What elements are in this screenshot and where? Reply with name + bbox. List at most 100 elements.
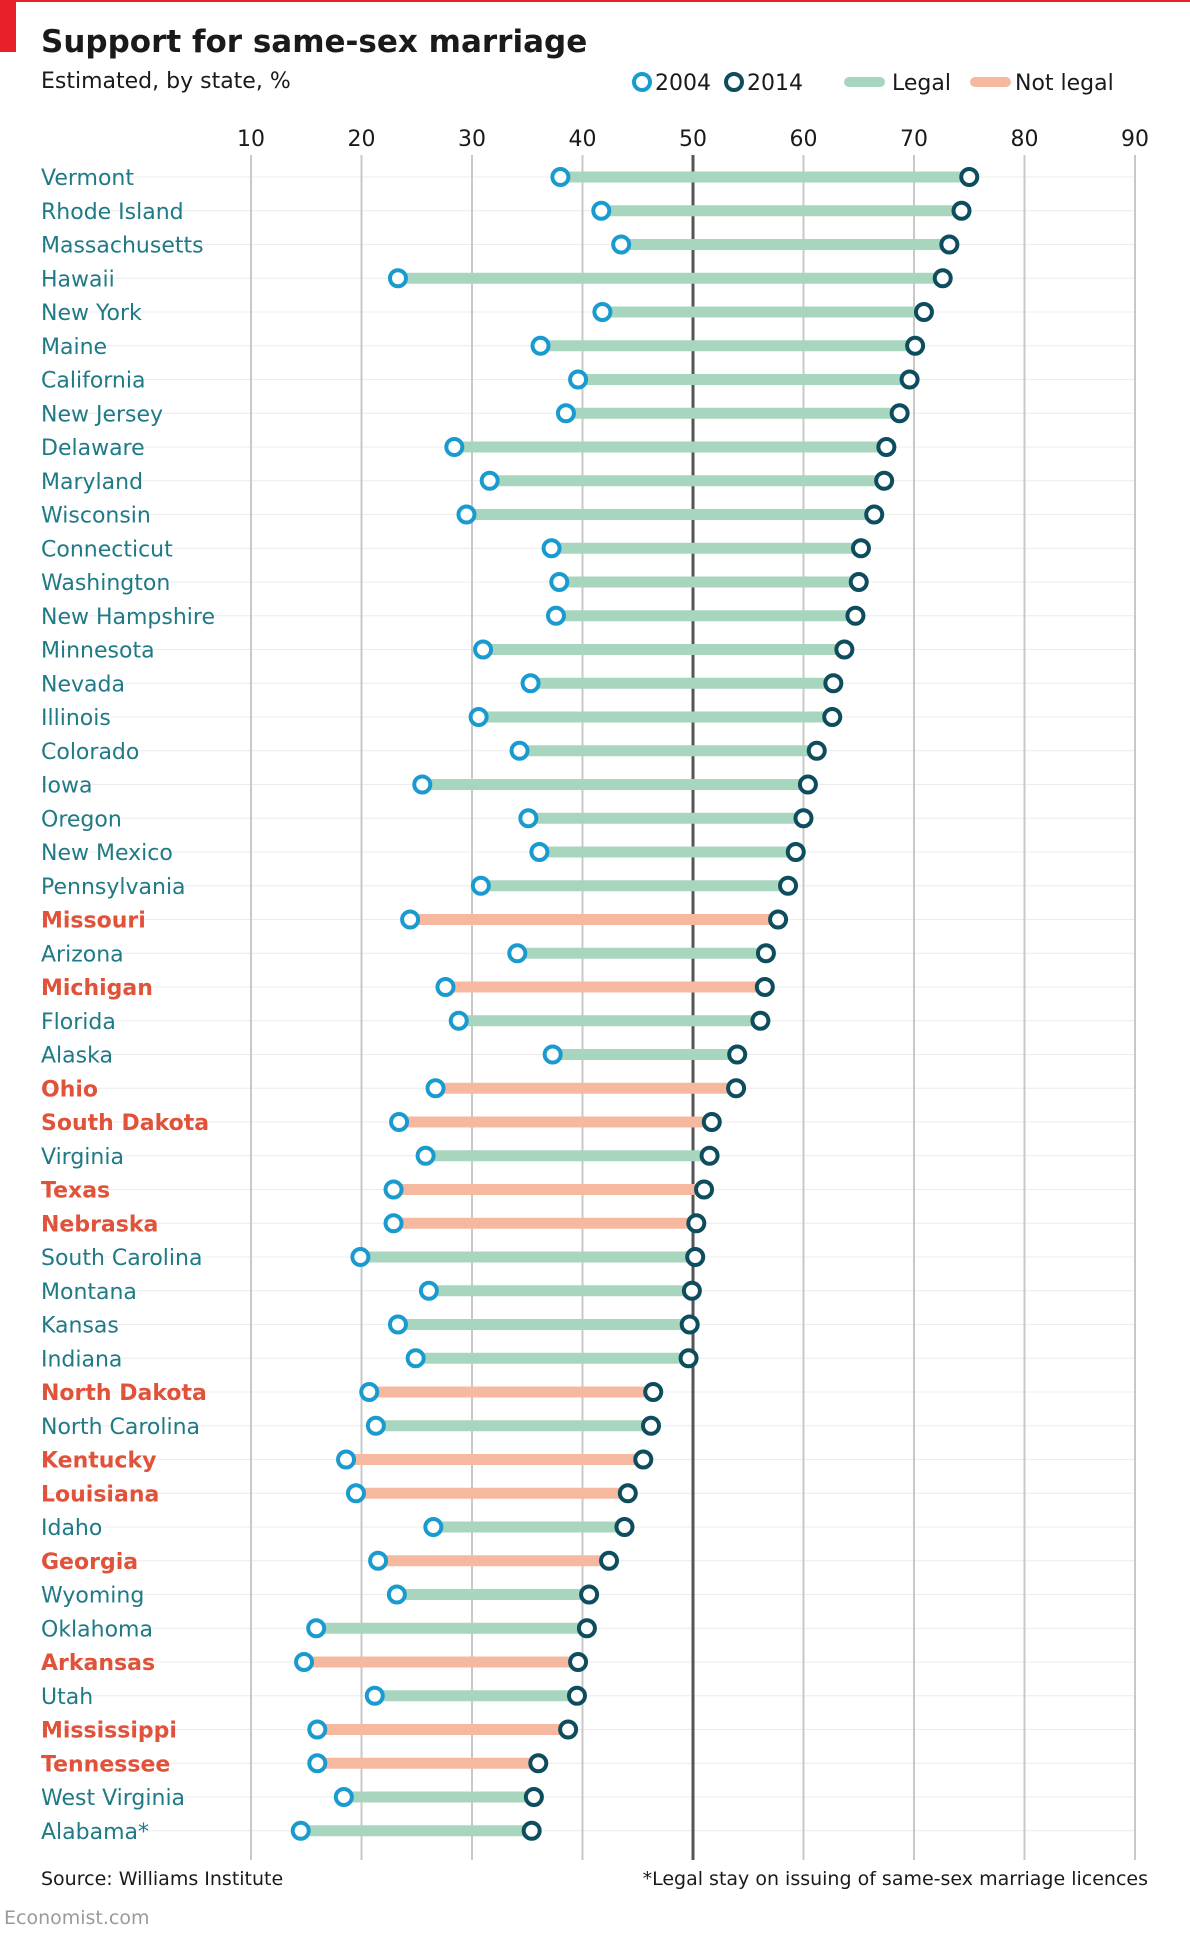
x-tick-label: 80: [1011, 127, 1039, 152]
point-2014: [681, 1280, 702, 1301]
state-row: South Carolina: [41, 1246, 706, 1271]
point-2014: [806, 740, 827, 761]
point-2004: [568, 369, 589, 390]
state-row: Oregon: [41, 807, 814, 832]
point-2004: [415, 1145, 436, 1166]
legend-2004-marker: [632, 72, 652, 92]
point-2014: [876, 437, 897, 457]
state-row: New Hampshire: [41, 605, 866, 630]
state-row: Colorado: [41, 740, 827, 765]
x-axis-ticks: 10 20 30 40 50 60 70 80 90: [237, 127, 1149, 152]
point-2004: [412, 774, 433, 795]
state-row: Iowa: [41, 774, 818, 799]
state-row: Maryland: [41, 470, 895, 495]
point-2014: [679, 1314, 700, 1335]
point-2004: [550, 167, 571, 187]
point-2004: [333, 1787, 354, 1807]
state-row: Washington: [41, 571, 869, 596]
state-label: Pennsylvania: [41, 875, 186, 900]
point-2014: [850, 538, 871, 559]
state-row: Georgia: [41, 1550, 620, 1575]
state-label: Missouri: [41, 909, 146, 934]
state-row: Minnesota: [41, 639, 855, 664]
point-2004: [383, 1213, 404, 1234]
point-2014: [845, 605, 866, 626]
state-label: Colorado: [41, 740, 139, 765]
legend-2004-label: 2004: [655, 71, 711, 96]
state-label: Nevada: [41, 672, 125, 697]
point-2004: [307, 1719, 328, 1740]
state-label: Wisconsin: [41, 504, 151, 529]
state-label: Ohio: [41, 1077, 98, 1102]
state-row: South Dakota: [41, 1111, 722, 1136]
point-2004: [350, 1247, 371, 1267]
x-tick-label: 70: [900, 127, 928, 152]
point-2014: [641, 1415, 662, 1436]
state-row: Illinois: [41, 706, 843, 731]
state-label: West Virginia: [41, 1786, 185, 1811]
point-2004: [365, 1415, 386, 1436]
state-label: Virginia: [41, 1145, 124, 1170]
state-label: Michigan: [41, 976, 153, 1001]
state-label: Illinois: [41, 706, 111, 731]
point-2004: [307, 1753, 328, 1774]
point-2014: [793, 808, 814, 829]
point-2014: [822, 707, 843, 727]
state-label: Maine: [41, 335, 107, 360]
x-tick-label: 40: [569, 127, 597, 152]
point-2004: [423, 1517, 444, 1537]
state-row: Massachusetts: [41, 234, 960, 259]
point-2004: [336, 1449, 357, 1470]
point-2014: [699, 1145, 720, 1166]
state-label: Kentucky: [41, 1449, 156, 1474]
point-2014: [686, 1213, 707, 1234]
point-2014: [523, 1787, 544, 1807]
point-2004: [611, 234, 632, 255]
point-2004: [555, 403, 576, 424]
point-2014: [755, 943, 776, 964]
point-2014: [848, 572, 869, 592]
state-row: Hawaii: [41, 267, 953, 292]
state-label: New York: [41, 301, 142, 326]
point-2014: [874, 470, 895, 491]
point-2014: [685, 1247, 706, 1267]
legend-2014-marker: [724, 72, 744, 92]
state-row: California: [41, 369, 920, 394]
state-label: New Jersey: [41, 402, 163, 427]
point-2014: [889, 403, 910, 424]
brand-label: Economist.com: [4, 1907, 150, 1929]
point-2004: [549, 572, 570, 592]
point-2004: [518, 808, 539, 829]
state-row: Oklahoma: [41, 1617, 597, 1642]
state-label: Idaho: [41, 1516, 102, 1541]
state-row: Indiana: [41, 1347, 699, 1372]
state-row: Pennsylvania: [41, 875, 799, 900]
point-2014: [599, 1550, 620, 1571]
state-row: Tennessee: [41, 1752, 549, 1777]
state-label: Oklahoma: [41, 1617, 153, 1642]
point-2004: [456, 504, 477, 525]
state-row: North Carolina: [41, 1415, 662, 1440]
point-2004: [545, 605, 566, 626]
point-2004: [529, 842, 550, 862]
state-label: Montana: [41, 1280, 137, 1305]
point-2014: [726, 1078, 747, 1099]
state-row: Delaware: [41, 436, 897, 461]
point-2004: [306, 1618, 327, 1639]
point-2004: [290, 1820, 311, 1841]
point-2004: [444, 437, 465, 457]
state-label: Texas: [41, 1179, 110, 1204]
state-label: Rhode Island: [41, 200, 184, 225]
point-2014: [959, 167, 980, 187]
point-2014: [797, 774, 818, 795]
state-row: Nevada: [41, 672, 844, 697]
state-row: New Mexico: [41, 841, 806, 866]
legend-2014-label: 2014: [747, 71, 803, 96]
footnote: *Legal stay on issuing of same-sex marri…: [643, 1868, 1148, 1890]
state-label: Vermont: [41, 166, 134, 191]
point-2014: [701, 1112, 722, 1132]
state-label: Oregon: [41, 807, 122, 832]
point-2014: [579, 1584, 600, 1605]
point-2014: [678, 1348, 699, 1369]
